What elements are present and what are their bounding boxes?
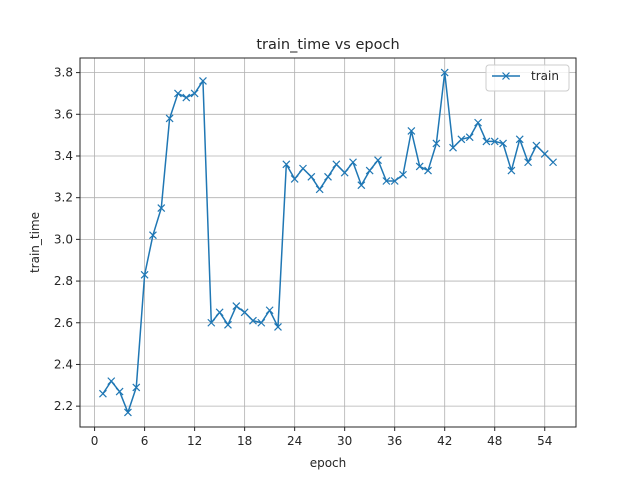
data-point [199,77,207,85]
data-point [157,204,166,213]
y-tick-label: 3.6 [54,107,73,121]
data-point [265,306,274,315]
data-point [432,139,441,148]
legend-box [485,64,570,92]
data-point [290,174,299,183]
data-point [215,308,224,317]
data-point [140,270,149,279]
x-tick-label: 48 [487,434,502,448]
plot-frame [79,57,577,428]
y-tick-label: 3.4 [54,149,73,163]
data-point [374,156,382,165]
data-point [482,137,491,146]
y-tick-label: 3.8 [54,66,73,80]
data-point [232,302,241,311]
data-point [515,135,524,144]
data-point [349,158,357,167]
data-point [407,127,416,135]
data-point [390,177,399,185]
data-point [332,160,341,169]
data-point [124,408,132,417]
data-point [449,143,457,152]
data-point [132,383,141,392]
y-tick-label: 3.2 [54,191,73,205]
legend-label-train: train [531,69,559,83]
data-point [165,114,174,123]
data-point [465,133,474,142]
data-point [340,168,349,177]
data-point [324,172,332,181]
data-point [382,177,391,185]
data-point [224,320,232,329]
data-point [182,93,191,102]
data-point [282,160,291,169]
data-point [107,377,116,386]
data-point [424,166,432,175]
data-point [207,318,216,327]
data-point [399,170,407,179]
data-point [474,118,482,127]
x-ticks: 0 6 12 18 24 30 36 42 48 54 [91,427,552,448]
chart-title: train_time vs epoch [256,37,399,53]
x-axis-label: epoch [310,456,347,470]
data-point [507,166,516,175]
x-tick-label: 36 [387,434,402,448]
legend-marker-icon [502,72,510,80]
data-point [357,181,366,190]
series-layer [99,68,557,417]
data-point [524,158,532,167]
data-point [440,68,449,77]
y-tick-label: 2.4 [54,357,73,371]
y-axis-label: train_time [28,212,42,273]
x-tick-label: 12 [187,434,202,448]
x-tick-label: 24 [287,434,302,448]
x-tick-label: 54 [537,434,552,448]
data-point [299,164,307,173]
data-point [315,185,324,194]
data-point [149,231,157,240]
x-tick-label: 42 [437,434,452,448]
y-tick-label: 2.2 [54,399,73,413]
data-point [457,135,466,144]
data-point [99,389,107,398]
data-point [490,137,499,146]
data-point [249,316,257,325]
x-tick-label: 30 [337,434,352,448]
data-point [415,162,424,171]
data-point [240,308,249,317]
y-tick-label: 3.0 [54,232,73,246]
data-point [115,387,124,396]
x-tick-label: 6 [141,434,149,448]
data-point [274,323,282,331]
data-point [549,158,557,167]
data-point [365,166,374,175]
data-point [174,89,182,98]
data-point [190,89,199,98]
x-tick-label: 18 [237,434,252,448]
y-ticks: 2.2 2.4 2.6 2.8 3.0 3.2 3.4 3.6 3.8 [54,66,80,413]
data-point [257,318,266,327]
data-point [499,139,507,148]
data-point [307,172,316,181]
data-point [532,141,541,150]
data-point [540,149,549,158]
x-tick-label: 0 [91,434,99,448]
y-tick-label: 2.6 [54,316,73,330]
legend: train [485,64,570,92]
y-tick-label: 2.8 [54,274,73,288]
